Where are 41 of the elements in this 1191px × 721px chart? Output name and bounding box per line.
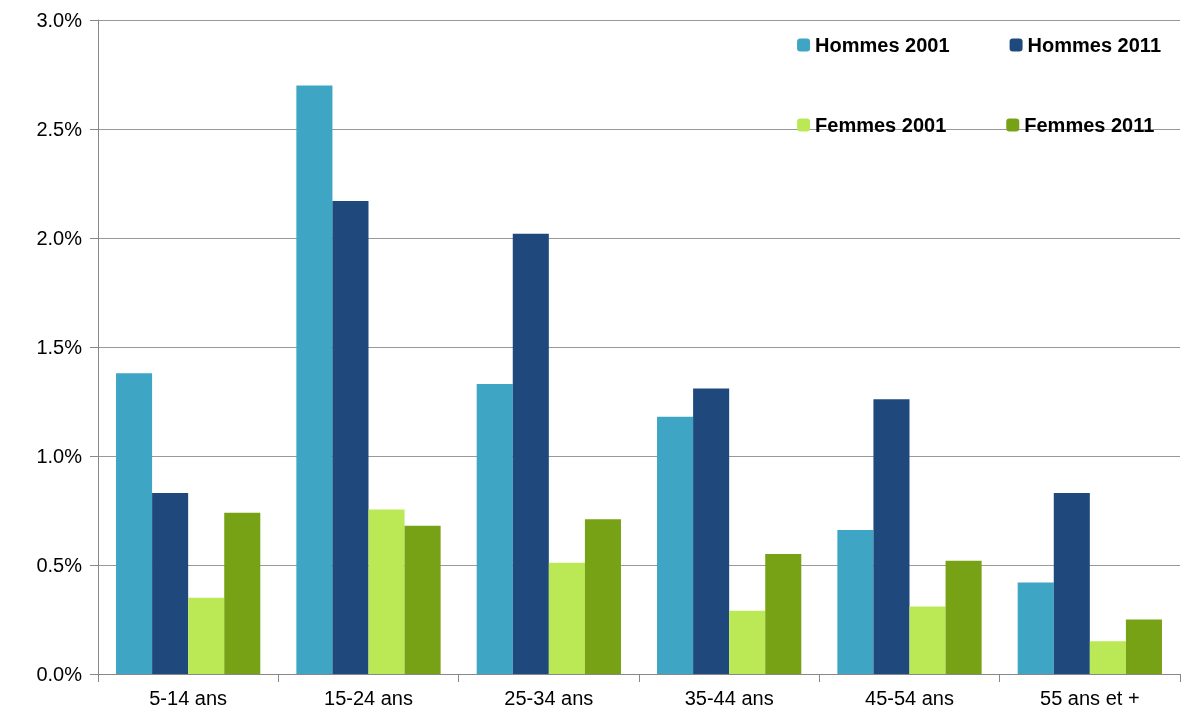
bar [224,512,261,674]
bar [584,519,621,674]
x-tick-label: 35-44 ans [684,687,774,709]
y-tick-label: 1.0% [36,445,83,467]
legend-label: Hommes 2011 [1027,34,1161,56]
bar [1089,641,1126,674]
bar [332,200,369,674]
x-tick-label: 55 ans et + [1040,687,1140,709]
x-tick-label: 45-54 ans [865,687,954,709]
x-tick-label: 25-34 ans [504,687,594,709]
y-tick-label: 2.5% [36,118,83,140]
bar [548,562,585,674]
bar [837,530,874,674]
bar [1125,619,1162,674]
legend-label: Femmes 2011 [1024,114,1155,136]
bar [296,85,333,674]
bar [188,597,225,674]
y-tick-label: 0.5% [36,554,83,576]
bar [512,233,549,674]
bar [404,525,441,674]
bar [729,610,766,674]
bar [116,373,153,674]
bar [693,388,730,674]
bar [873,399,910,674]
bar [909,606,946,674]
legend-label: Hommes 2001 [815,34,950,56]
y-tick-label: 0.0% [36,663,83,685]
bar [1053,493,1090,674]
x-tick-label: 5-14 ans [149,687,228,709]
bar [657,416,694,674]
bar [765,554,802,674]
y-tick-label: 2.0% [36,227,83,249]
bar [1017,582,1054,674]
legend-label: Femmes 2001 [815,114,947,136]
bar [945,560,982,674]
bar [152,493,189,674]
bar [368,509,405,674]
y-tick-label: 1.5% [36,336,83,358]
y-tick-label: 3.0% [36,9,83,31]
bar [476,384,513,674]
x-tick-label: 15-24 ans [324,687,413,709]
